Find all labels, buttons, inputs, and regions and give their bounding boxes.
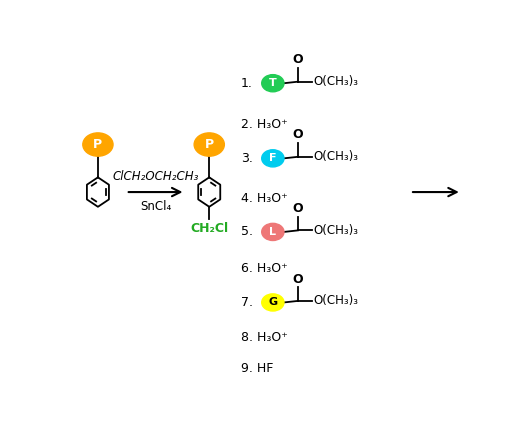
Text: 5.: 5. bbox=[241, 226, 253, 238]
Text: ClCH₂OCH₂CH₃: ClCH₂OCH₂CH₃ bbox=[112, 170, 199, 184]
Text: F: F bbox=[269, 153, 277, 163]
Circle shape bbox=[83, 133, 113, 156]
Circle shape bbox=[194, 133, 224, 156]
Circle shape bbox=[262, 74, 284, 92]
Text: L: L bbox=[269, 227, 277, 237]
Text: O(CH₃)₃: O(CH₃)₃ bbox=[313, 150, 358, 163]
Text: SnCl₄: SnCl₄ bbox=[140, 200, 171, 213]
Text: O: O bbox=[292, 202, 303, 215]
Text: O(CH₃)₃: O(CH₃)₃ bbox=[313, 294, 358, 307]
Text: 6. H₃O⁺: 6. H₃O⁺ bbox=[241, 262, 288, 275]
Text: 4. H₃O⁺: 4. H₃O⁺ bbox=[241, 192, 288, 205]
Text: 3.: 3. bbox=[241, 152, 253, 165]
Text: O: O bbox=[292, 128, 303, 141]
Circle shape bbox=[262, 223, 284, 240]
Text: O: O bbox=[292, 53, 303, 66]
Text: O(CH₃)₃: O(CH₃)₃ bbox=[313, 75, 358, 88]
Text: O: O bbox=[292, 272, 303, 286]
Text: 9. HF: 9. HF bbox=[241, 362, 273, 375]
Text: CH₂Cl: CH₂Cl bbox=[190, 222, 228, 235]
Text: 2. H₃O⁺: 2. H₃O⁺ bbox=[241, 118, 288, 131]
Circle shape bbox=[262, 294, 284, 311]
Text: P: P bbox=[93, 138, 103, 151]
Text: G: G bbox=[268, 297, 278, 307]
Text: 1.: 1. bbox=[241, 77, 253, 90]
Text: 7.: 7. bbox=[241, 296, 253, 309]
Text: O(CH₃)₃: O(CH₃)₃ bbox=[313, 224, 358, 237]
Circle shape bbox=[262, 150, 284, 167]
Text: P: P bbox=[205, 138, 214, 151]
Text: 8. H₃O⁺: 8. H₃O⁺ bbox=[241, 331, 288, 344]
Text: T: T bbox=[269, 78, 277, 88]
